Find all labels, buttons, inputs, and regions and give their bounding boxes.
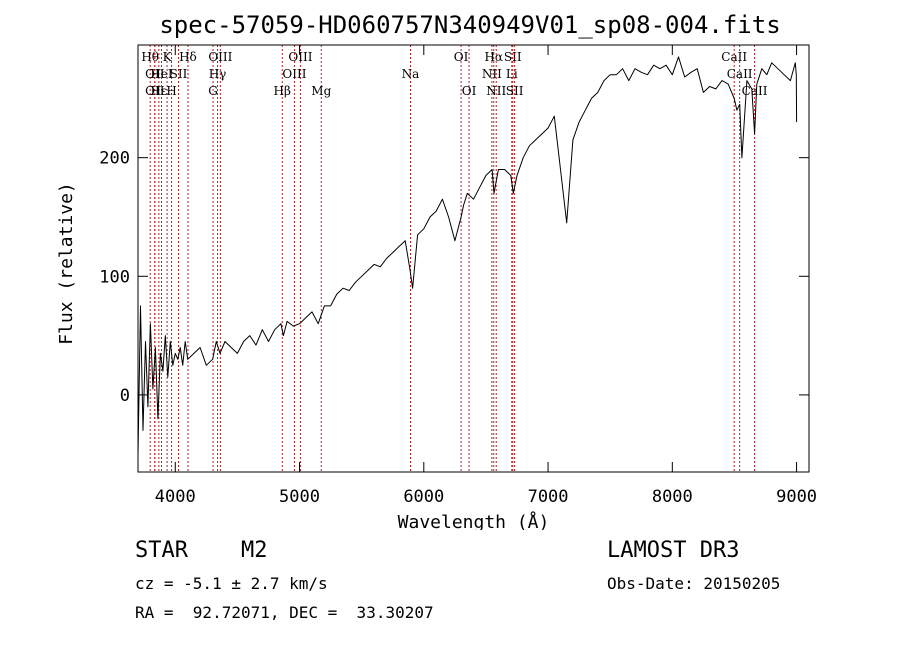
line-marker-label: G xyxy=(208,84,218,98)
chart-title: spec-57059-HD060757N340949V01_sp08-004.f… xyxy=(159,11,780,39)
y-tick-label: 100 xyxy=(99,267,130,287)
line-marker-label: SII xyxy=(506,84,524,98)
line-marker-label: Hα xyxy=(484,50,503,64)
line-marker-label: Li xyxy=(506,67,518,81)
line-marker-label: H xyxy=(166,84,176,98)
line-marker-label: Mg xyxy=(311,84,331,98)
x-tick-label: 6000 xyxy=(403,487,444,507)
line-marker-label: NII xyxy=(486,84,506,98)
line-marker-label: OIII xyxy=(288,50,312,64)
line-marker-label: OIII xyxy=(208,50,232,64)
survey-name: LAMOST DR3 xyxy=(607,538,740,563)
obs-date: Obs-Date: 20150205 xyxy=(607,574,781,593)
redshift-text: cz = -5.1 ± 2.7 km/s xyxy=(135,574,328,593)
line-marker-label: Hβ xyxy=(274,84,291,98)
object-subclass: M2 xyxy=(241,538,268,563)
line-marker-label: OII xyxy=(145,84,165,98)
y-axis-label: Flux (relative) xyxy=(56,182,77,345)
line-marker-label: Hε xyxy=(151,84,168,98)
series-line-flux xyxy=(137,56,798,455)
line-marker-label: CaII xyxy=(742,84,768,98)
line-marker-label: Hγ xyxy=(209,67,227,81)
line-marker-label: SII xyxy=(170,67,188,81)
line-marker-label: OI xyxy=(454,50,469,64)
series-layer xyxy=(137,56,798,455)
line-marker-label: NII xyxy=(482,67,502,81)
axis-ticks: 4000 5000 6000 7000 8000 9000 0 100 200 xyxy=(99,45,817,507)
y-tick-label: 200 xyxy=(99,149,130,169)
object-type: STAR xyxy=(135,538,188,563)
line-marker-label: Na xyxy=(402,67,420,81)
spectrum-chart: spec-57059-HD060757N340949V01_sp08-004.f… xyxy=(56,11,817,530)
line-marker-label: CaII xyxy=(721,50,747,64)
line-marker-label: CaII xyxy=(727,67,753,81)
plot-frame xyxy=(137,44,810,473)
line-marker-label: OI xyxy=(462,84,477,98)
line-marker-label: SII xyxy=(504,50,522,64)
line-markers: HθOIIOIIHεHeIKHSIIHδGHγOIIIHβOIIIOIIIMgN… xyxy=(141,45,768,472)
line-marker-label: Hθ xyxy=(141,50,159,64)
x-tick-label: 9000 xyxy=(776,487,817,507)
x-tick-label: 8000 xyxy=(652,487,693,507)
line-marker-label: Hδ xyxy=(179,50,197,64)
x-tick-label: 5000 xyxy=(279,487,320,507)
x-axis-label: Wavelength (Å) xyxy=(398,511,550,530)
line-marker-label: K xyxy=(163,50,173,64)
x-tick-label: 4000 xyxy=(155,487,196,507)
x-tick-label: 7000 xyxy=(528,487,569,507)
y-tick-label: 0 xyxy=(120,386,130,406)
coordinates: RA = 92.72071, DEC = 33.30207 xyxy=(135,603,434,622)
line-marker-label: OIII xyxy=(282,67,306,81)
